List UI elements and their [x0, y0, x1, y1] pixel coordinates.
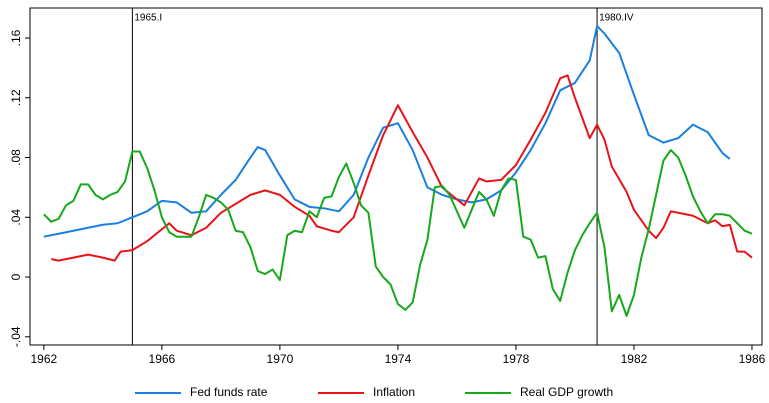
plot-frame: [29, 7, 763, 346]
annotation-label: 1980.IV: [599, 13, 634, 24]
legend-label: Fed funds rate: [190, 385, 268, 399]
x-tick-label: 1974: [385, 352, 412, 366]
series-line: [43, 149, 753, 317]
x-tick-label: 1978: [503, 352, 530, 366]
x-tick-label: 1966: [149, 352, 176, 366]
series-line: [43, 25, 731, 238]
y-tick-label: .08: [9, 149, 23, 166]
legend-label: Real GDP growth: [520, 385, 613, 399]
x-tick-label: 1982: [621, 352, 648, 366]
y-tick-label: -.04: [9, 326, 23, 347]
x-tick-label: 1970: [267, 352, 294, 366]
y-tick-label: .04: [9, 209, 23, 226]
y-tick-label: .16: [9, 29, 23, 46]
y-tick-label: 0: [9, 273, 23, 280]
legend-label: Inflation: [373, 385, 415, 399]
y-tick-label: .12: [9, 89, 23, 106]
annotation-label: 1965.I: [134, 13, 162, 24]
x-tick-label: 1962: [31, 352, 58, 366]
x-tick-label: 1986: [739, 352, 766, 366]
